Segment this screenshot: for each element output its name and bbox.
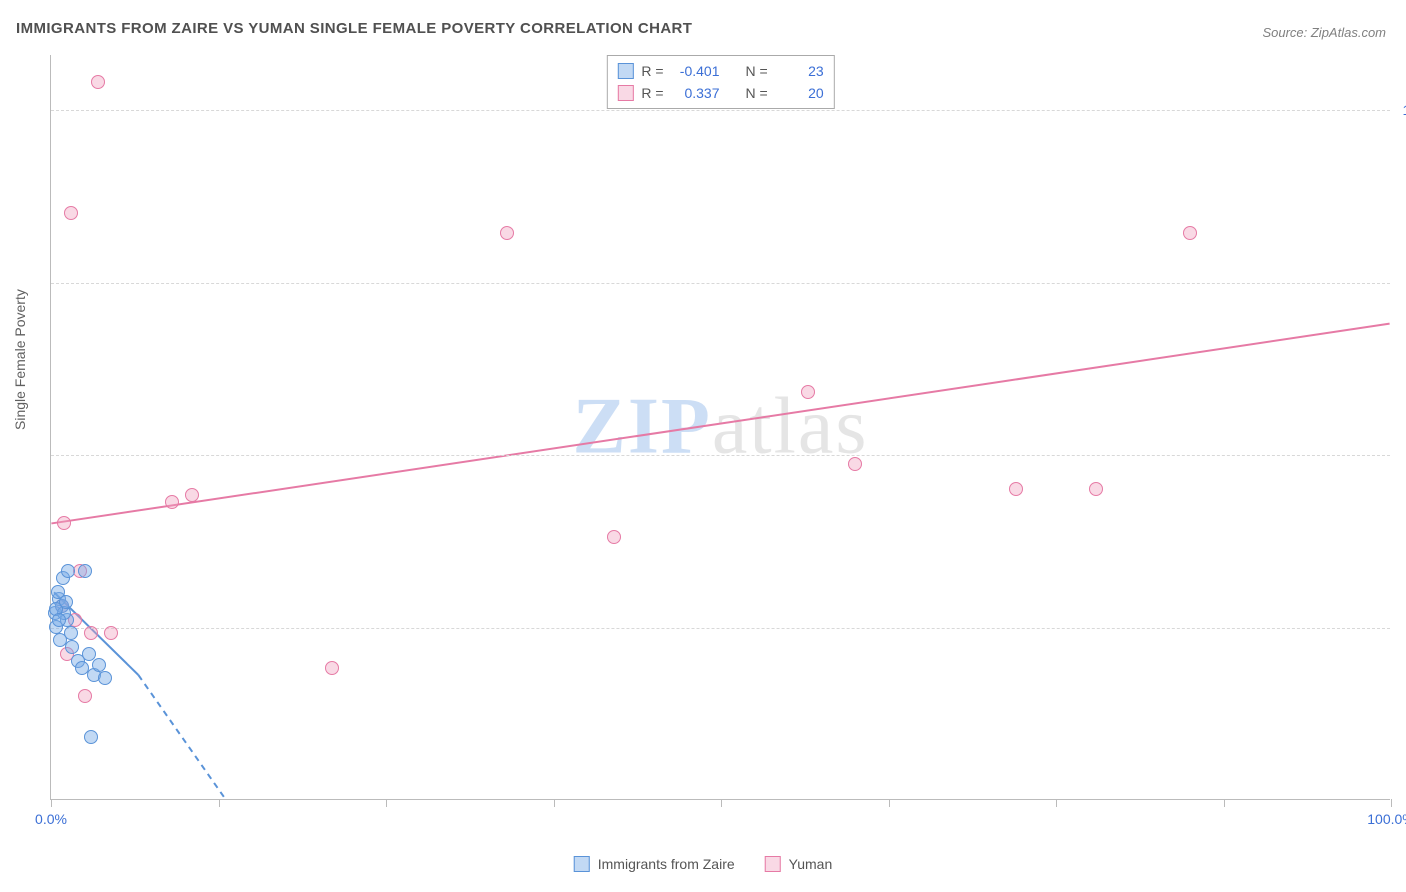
n-label: N = <box>746 85 768 101</box>
x-tick <box>386 799 387 807</box>
scatter-point-pink <box>607 530 621 544</box>
watermark: ZIPatlas <box>573 382 869 473</box>
legend-stats-box: R = -0.401 N = 23 R = 0.337 N = 20 <box>606 55 834 109</box>
scatter-point-pink <box>500 226 514 240</box>
scatter-point-pink <box>78 689 92 703</box>
bottom-legend-pink: Yuman <box>765 856 833 872</box>
scatter-point-blue <box>61 564 75 578</box>
scatter-point-pink <box>84 626 98 640</box>
x-tick <box>51 799 52 807</box>
x-tick <box>1056 799 1057 807</box>
y-tick-label: 25.0% <box>1395 620 1406 636</box>
scatter-point-blue <box>65 640 79 654</box>
scatter-point-pink <box>91 75 105 89</box>
scatter-point-pink <box>64 206 78 220</box>
scatter-point-pink <box>57 516 71 530</box>
scatter-point-pink <box>801 385 815 399</box>
scatter-point-blue <box>98 671 112 685</box>
y-tick-label: 50.0% <box>1395 447 1406 463</box>
scatter-point-blue <box>92 658 106 672</box>
gridline-horizontal <box>51 628 1390 629</box>
x-tick <box>721 799 722 807</box>
legend-swatch-pink <box>765 856 781 872</box>
legend-label-blue: Immigrants from Zaire <box>598 856 735 872</box>
scatter-point-blue <box>59 595 73 609</box>
scatter-point-blue <box>84 730 98 744</box>
n-value-pink: 20 <box>776 85 824 101</box>
x-tick <box>889 799 890 807</box>
x-tick <box>1224 799 1225 807</box>
x-tick-label: 100.0% <box>1367 811 1406 827</box>
trend-line <box>138 675 225 799</box>
legend-swatch-blue <box>574 856 590 872</box>
watermark-rest: atlas <box>712 383 869 471</box>
legend-swatch-pink <box>617 85 633 101</box>
r-value-pink: 0.337 <box>672 85 720 101</box>
legend-swatch-blue <box>617 63 633 79</box>
y-tick-label: 100.0% <box>1395 102 1406 118</box>
n-label: N = <box>746 63 768 79</box>
gridline-horizontal <box>51 110 1390 111</box>
legend-stats-row-pink: R = 0.337 N = 20 <box>617 82 823 104</box>
trend-lines-layer <box>51 55 1390 799</box>
gridline-horizontal <box>51 283 1390 284</box>
source-label: Source: ZipAtlas.com <box>1262 25 1386 40</box>
legend-stats-row-blue: R = -0.401 N = 23 <box>617 60 823 82</box>
watermark-zip: ZIP <box>573 383 712 471</box>
scatter-point-pink <box>165 495 179 509</box>
r-label: R = <box>641 63 663 79</box>
x-tick <box>554 799 555 807</box>
legend-label-pink: Yuman <box>789 856 833 872</box>
x-tick <box>219 799 220 807</box>
plot-area: ZIPatlas R = -0.401 N = 23 R = 0.337 N =… <box>50 55 1390 800</box>
y-tick-label: 75.0% <box>1395 275 1406 291</box>
scatter-point-pink <box>1183 226 1197 240</box>
x-tick-label: 0.0% <box>35 811 67 827</box>
scatter-point-pink <box>1089 482 1103 496</box>
bottom-legend-blue: Immigrants from Zaire <box>574 856 735 872</box>
scatter-point-pink <box>104 626 118 640</box>
scatter-point-pink <box>848 457 862 471</box>
trend-line <box>51 324 1389 524</box>
y-axis-label: Single Female Poverty <box>12 289 28 430</box>
n-value-blue: 23 <box>776 63 824 79</box>
scatter-point-pink <box>185 488 199 502</box>
scatter-point-pink <box>1009 482 1023 496</box>
scatter-point-blue <box>52 613 66 627</box>
r-value-blue: -0.401 <box>672 63 720 79</box>
gridline-horizontal <box>51 455 1390 456</box>
x-tick <box>1391 799 1392 807</box>
scatter-point-pink <box>325 661 339 675</box>
chart-title: IMMIGRANTS FROM ZAIRE VS YUMAN SINGLE FE… <box>16 20 692 37</box>
r-label: R = <box>641 85 663 101</box>
scatter-point-blue <box>78 564 92 578</box>
bottom-legend: Immigrants from Zaire Yuman <box>574 856 833 872</box>
